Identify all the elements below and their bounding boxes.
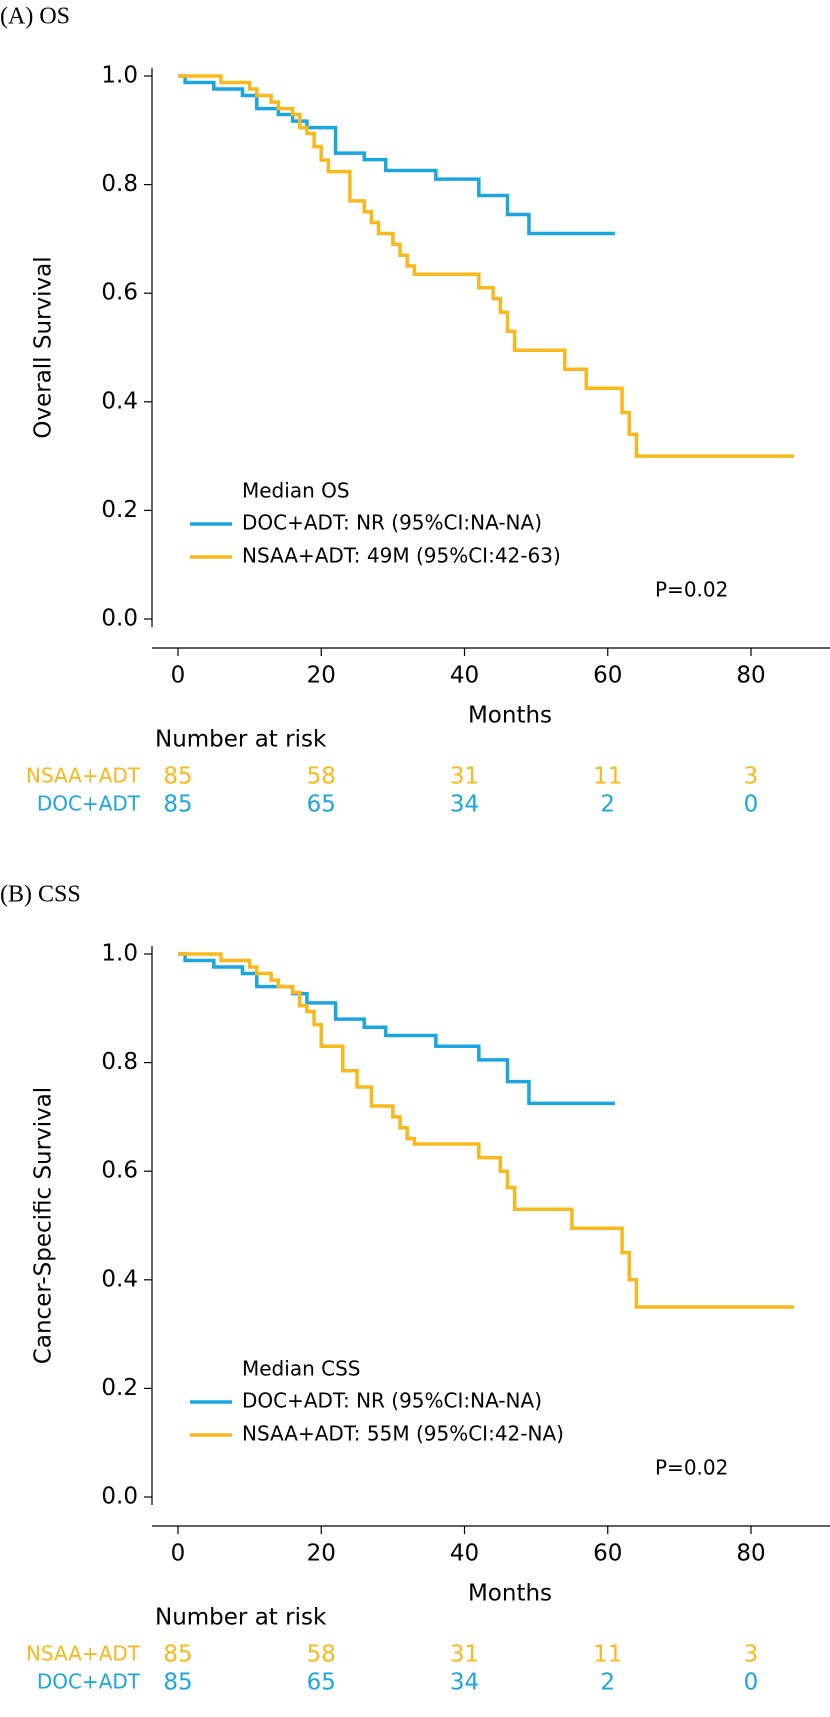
y-tick-label: 0.6 xyxy=(101,280,138,306)
risk-count: 85 xyxy=(163,1670,192,1696)
risk-count: 65 xyxy=(307,1670,336,1696)
risk-row-name: NSAA+ADT xyxy=(26,764,141,788)
risk-count: 85 xyxy=(163,1642,192,1668)
risk-count: 85 xyxy=(163,764,192,790)
y-tick-label: 0.4 xyxy=(101,388,138,414)
x-axis-label: Months xyxy=(468,1581,552,1607)
y-tick-label: 0.0 xyxy=(101,606,138,632)
y-axis-label: Overall Survival xyxy=(31,256,57,438)
panel-title: (B) CSS xyxy=(0,882,81,908)
risk-count: 85 xyxy=(163,792,192,818)
y-tick-label: 0.2 xyxy=(101,1375,138,1401)
risk-table-title: Number at risk xyxy=(155,727,327,753)
y-tick-label: 0.6 xyxy=(101,1158,138,1184)
risk-count: 11 xyxy=(593,1642,622,1668)
risk-count: 31 xyxy=(450,764,479,790)
y-tick-label: 0.8 xyxy=(101,171,138,197)
x-tick-label: 0 xyxy=(171,663,186,689)
y-tick-label: 1.0 xyxy=(101,63,138,89)
legend-label: DOC+ADT: NR (95%CI:NA-NA) xyxy=(242,1389,542,1413)
y-axis-label: Cancer-Specific Survival xyxy=(31,1087,57,1364)
x-tick-label: 40 xyxy=(450,663,479,689)
risk-count: 11 xyxy=(593,764,622,790)
risk-count: 3 xyxy=(744,764,759,790)
risk-count: 0 xyxy=(744,792,759,818)
p-value: P=0.02 xyxy=(655,1456,728,1480)
survival-curve xyxy=(178,952,615,1106)
x-tick-label: 60 xyxy=(593,663,622,689)
y-tick-label: 0.0 xyxy=(101,1484,138,1510)
survival-curve xyxy=(178,952,794,1309)
panel: (A) OS0.00.20.40.60.81.00 20 40 60 80MonthsO… xyxy=(0,4,830,818)
risk-row-name: DOC+ADT xyxy=(37,792,141,816)
x-tick-label: 60 xyxy=(593,1541,622,1567)
risk-count: 2 xyxy=(600,792,615,818)
x-tick-label: 20 xyxy=(307,663,336,689)
p-value: P=0.02 xyxy=(655,578,728,602)
risk-count: 31 xyxy=(450,1642,479,1668)
x-tick-label: 20 xyxy=(307,1541,336,1567)
y-tick-label: 0.4 xyxy=(101,1266,138,1292)
legend-label: NSAA+ADT: 55M (95%CI:42-NA) xyxy=(242,1422,564,1446)
x-tick-label: 80 xyxy=(736,1541,765,1567)
legend-title: Median OS xyxy=(242,479,350,503)
risk-count: 2 xyxy=(600,1670,615,1696)
legend-label: DOC+ADT: NR (95%CI:NA-NA) xyxy=(242,511,542,535)
risk-count: 34 xyxy=(450,792,479,818)
risk-row-name: DOC+ADT xyxy=(37,1670,141,1694)
risk-count: 3 xyxy=(744,1642,759,1668)
y-tick-label: 0.2 xyxy=(101,497,138,523)
panel-title: (A) OS xyxy=(0,4,70,30)
x-axis-label: Months xyxy=(468,703,552,729)
y-tick-label: 1.0 xyxy=(101,941,138,967)
risk-row-name: NSAA+ADT xyxy=(26,1642,141,1666)
risk-count: 0 xyxy=(744,1670,759,1696)
x-tick-label: 0 xyxy=(171,1541,186,1567)
legend-label: NSAA+ADT: 49M (95%CI:42-63) xyxy=(242,544,561,568)
risk-count: 34 xyxy=(450,1670,479,1696)
risk-count: 58 xyxy=(307,764,336,790)
legend-title: Median CSS xyxy=(242,1357,360,1381)
risk-count: 58 xyxy=(307,1642,336,1668)
risk-count: 65 xyxy=(307,792,336,818)
survival-curve xyxy=(178,74,615,236)
survival-curve xyxy=(178,74,794,458)
x-tick-label: 40 xyxy=(450,1541,479,1567)
y-tick-label: 0.8 xyxy=(101,1049,138,1075)
risk-table-title: Number at risk xyxy=(155,1605,327,1631)
x-tick-label: 80 xyxy=(736,663,765,689)
